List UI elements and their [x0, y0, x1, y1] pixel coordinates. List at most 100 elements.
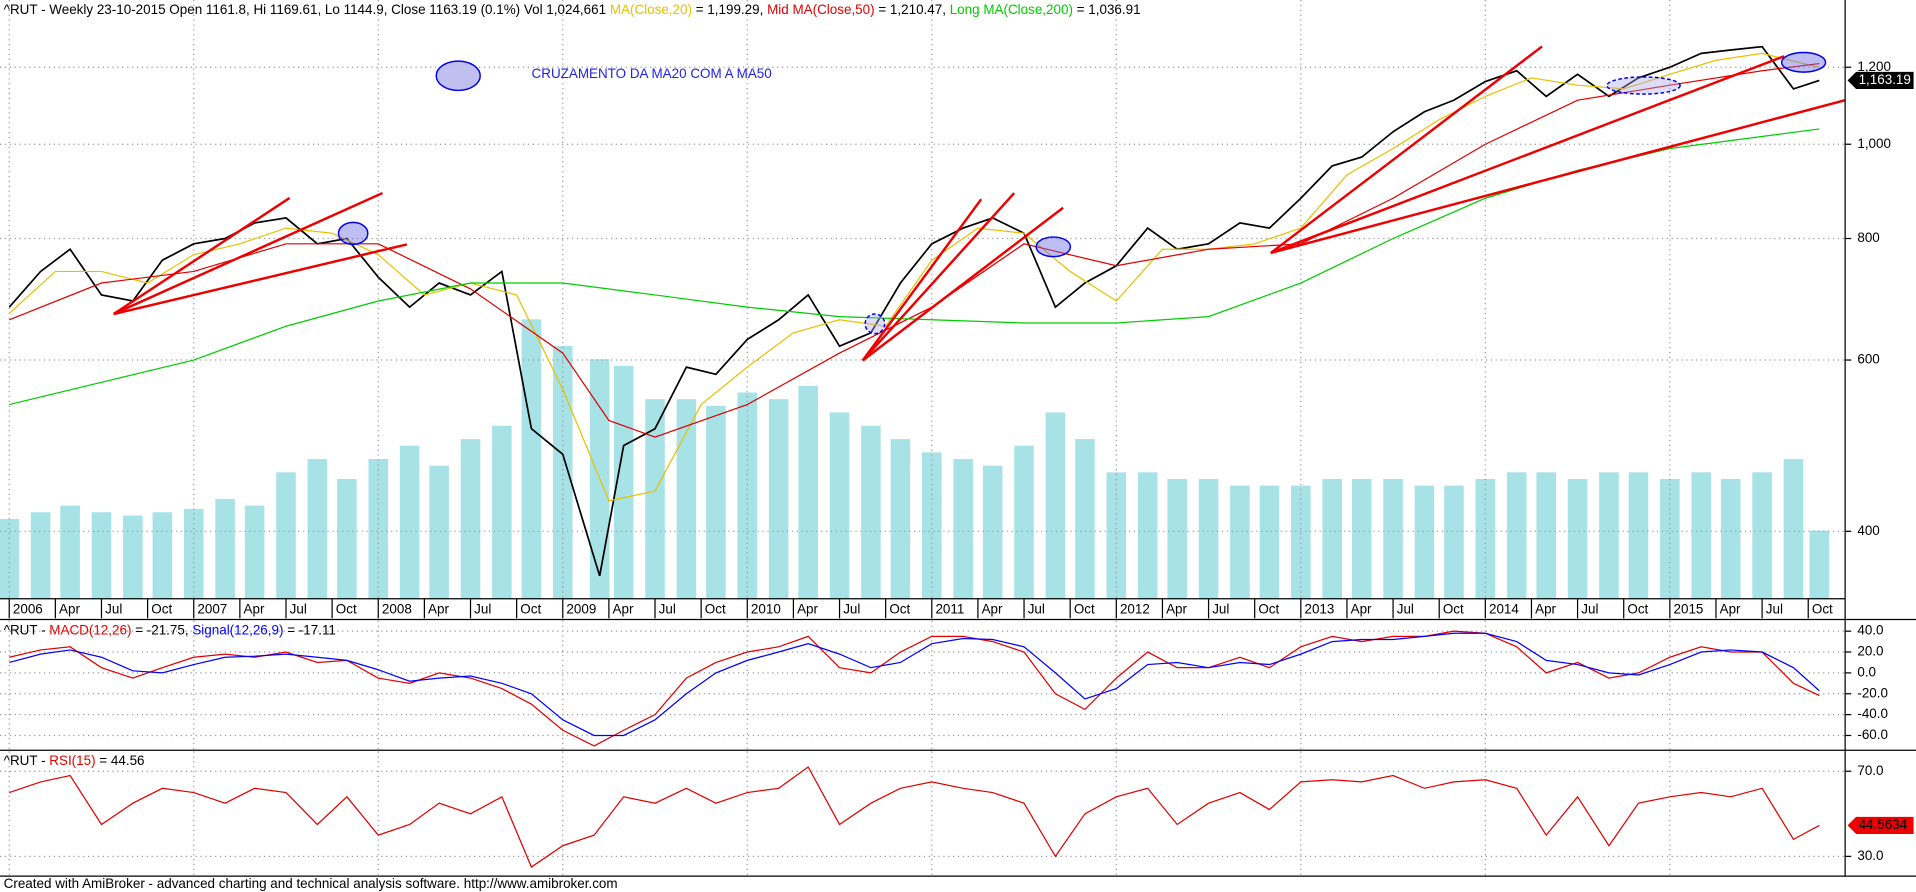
volume-bar — [706, 405, 726, 599]
volume-bar — [183, 508, 204, 599]
volume-bar — [429, 465, 449, 599]
x-tick-label: Jul — [843, 601, 860, 616]
header-part: = 1,199.29, — [692, 1, 767, 16]
drawings — [112, 45, 1846, 362]
panel-header: ^RUT - Weekly 23-10-2015 Open 1161.8, Hi… — [4, 1, 1141, 16]
x-tick-label: Apr — [428, 601, 449, 616]
y-tick-label: 1,000 — [1857, 136, 1891, 151]
y-tick-label: -20.0 — [1857, 685, 1888, 700]
header-part: Long MA(Close,200) — [950, 1, 1073, 16]
series-line — [9, 630, 1820, 747]
volume-bar — [1351, 478, 1372, 599]
x-tick-label: Jul — [1212, 601, 1229, 616]
cross-marker — [864, 313, 886, 335]
x-tick-label: Oct — [1443, 601, 1464, 616]
volume-bar — [1536, 472, 1556, 599]
volume-bar — [1322, 478, 1342, 599]
series-line — [9, 632, 1820, 737]
x-tick-label: Jul — [1766, 601, 1783, 616]
volume-bar — [1783, 459, 1804, 599]
volume-bar — [0, 518, 20, 599]
last-value-box — [1847, 71, 1914, 89]
header-part: Signal(12,26,9) — [192, 622, 283, 637]
series-line — [8, 52, 1820, 502]
x-tick-label: Oct — [520, 601, 541, 616]
header-part: ^RUT - Weekly 23-10-2015 Open 1161.8, Hi… — [4, 1, 610, 16]
x-tick-label: Apr — [1351, 601, 1372, 616]
volume-bar — [1230, 485, 1250, 599]
x-tick-label: 2011 — [935, 601, 964, 616]
legend-marker — [435, 60, 481, 92]
header-part: MACD(12,26) — [49, 622, 131, 637]
trend-line — [861, 206, 1064, 362]
volume-bar — [1752, 472, 1772, 599]
cross-marker — [1606, 76, 1681, 95]
volume-layer — [0, 319, 1830, 599]
volume-bar — [1475, 478, 1496, 599]
x-tick-label: 2015 — [1674, 601, 1704, 616]
x-tick-label: Jul — [290, 601, 307, 616]
x-tick-label: Apr — [244, 601, 265, 616]
volume-bar — [676, 399, 697, 599]
header-part: MA(Close,20) — [610, 1, 692, 16]
x-tick-label: Apr — [613, 601, 634, 616]
x-tick-label: Jul — [105, 601, 122, 616]
volume-bar — [552, 345, 573, 599]
panel-header: ^RUT - MACD(12,26) = -21.75, Signal(12,2… — [4, 622, 336, 637]
volume-bar — [922, 452, 942, 599]
volume-bar — [1045, 412, 1066, 599]
cross-marker — [1035, 236, 1072, 258]
volume-bar — [123, 515, 143, 599]
trend-line — [112, 196, 291, 316]
volume-bar — [1383, 478, 1403, 599]
series-line — [9, 128, 1820, 406]
volume-bar — [30, 512, 51, 599]
x-tick-label: Apr — [1720, 601, 1741, 616]
last-value-label: 44.5634 — [1859, 817, 1908, 832]
trend-line — [113, 243, 408, 316]
volume-bar — [276, 472, 296, 599]
y-tick-label: 40.0 — [1857, 623, 1883, 638]
volume-bar — [1567, 478, 1588, 599]
trend-line — [1270, 99, 1846, 255]
header-part: RSI(15) — [49, 753, 95, 768]
volume-bar — [244, 505, 265, 599]
x-tick-label: Oct — [889, 601, 910, 616]
volume-bar — [1809, 530, 1830, 599]
header-part: = 44.56 — [96, 753, 145, 768]
x-tick-label: Oct — [1812, 601, 1833, 616]
x-tick-label: Apr — [1535, 601, 1556, 616]
volume-bar — [768, 399, 789, 599]
y-tick-label: 600 — [1857, 352, 1879, 367]
header-part: Mid MA(Close,50) — [767, 1, 875, 16]
volume-bar — [737, 392, 758, 599]
volume-bar — [1259, 485, 1280, 599]
volume-bar — [1167, 478, 1187, 599]
y-tick-label: -40.0 — [1857, 706, 1888, 721]
x-tick-label: Jul — [659, 601, 676, 616]
x-tick-label: 2008 — [382, 601, 412, 616]
x-tick-label: 2013 — [1304, 601, 1334, 616]
trend-line — [861, 192, 1016, 362]
x-tick-label: 2007 — [197, 601, 227, 616]
x-tick-label: 2010 — [751, 601, 781, 616]
volume-bar — [861, 425, 881, 599]
footer: Created with AmiBroker - advanced charti… — [4, 876, 618, 891]
volume-bar — [982, 465, 1003, 599]
x-tick-label: 2012 — [1120, 601, 1150, 616]
x-tick-label: Oct — [151, 601, 172, 616]
y-tick-label: -60.0 — [1857, 727, 1888, 742]
y-tick-label: 70.0 — [1857, 763, 1883, 778]
cross-markers — [337, 51, 1827, 335]
cross-marker — [1780, 51, 1827, 73]
volume-bar — [337, 478, 357, 599]
header-part: = -21.75, — [131, 622, 192, 637]
x-tick-label: 2014 — [1489, 601, 1519, 616]
volume-bar — [60, 505, 80, 599]
volume-bar — [645, 399, 665, 599]
x-tick-label: Jul — [1581, 601, 1598, 616]
x-tick-label: Oct — [1627, 601, 1648, 616]
volume-bar — [1444, 485, 1464, 599]
